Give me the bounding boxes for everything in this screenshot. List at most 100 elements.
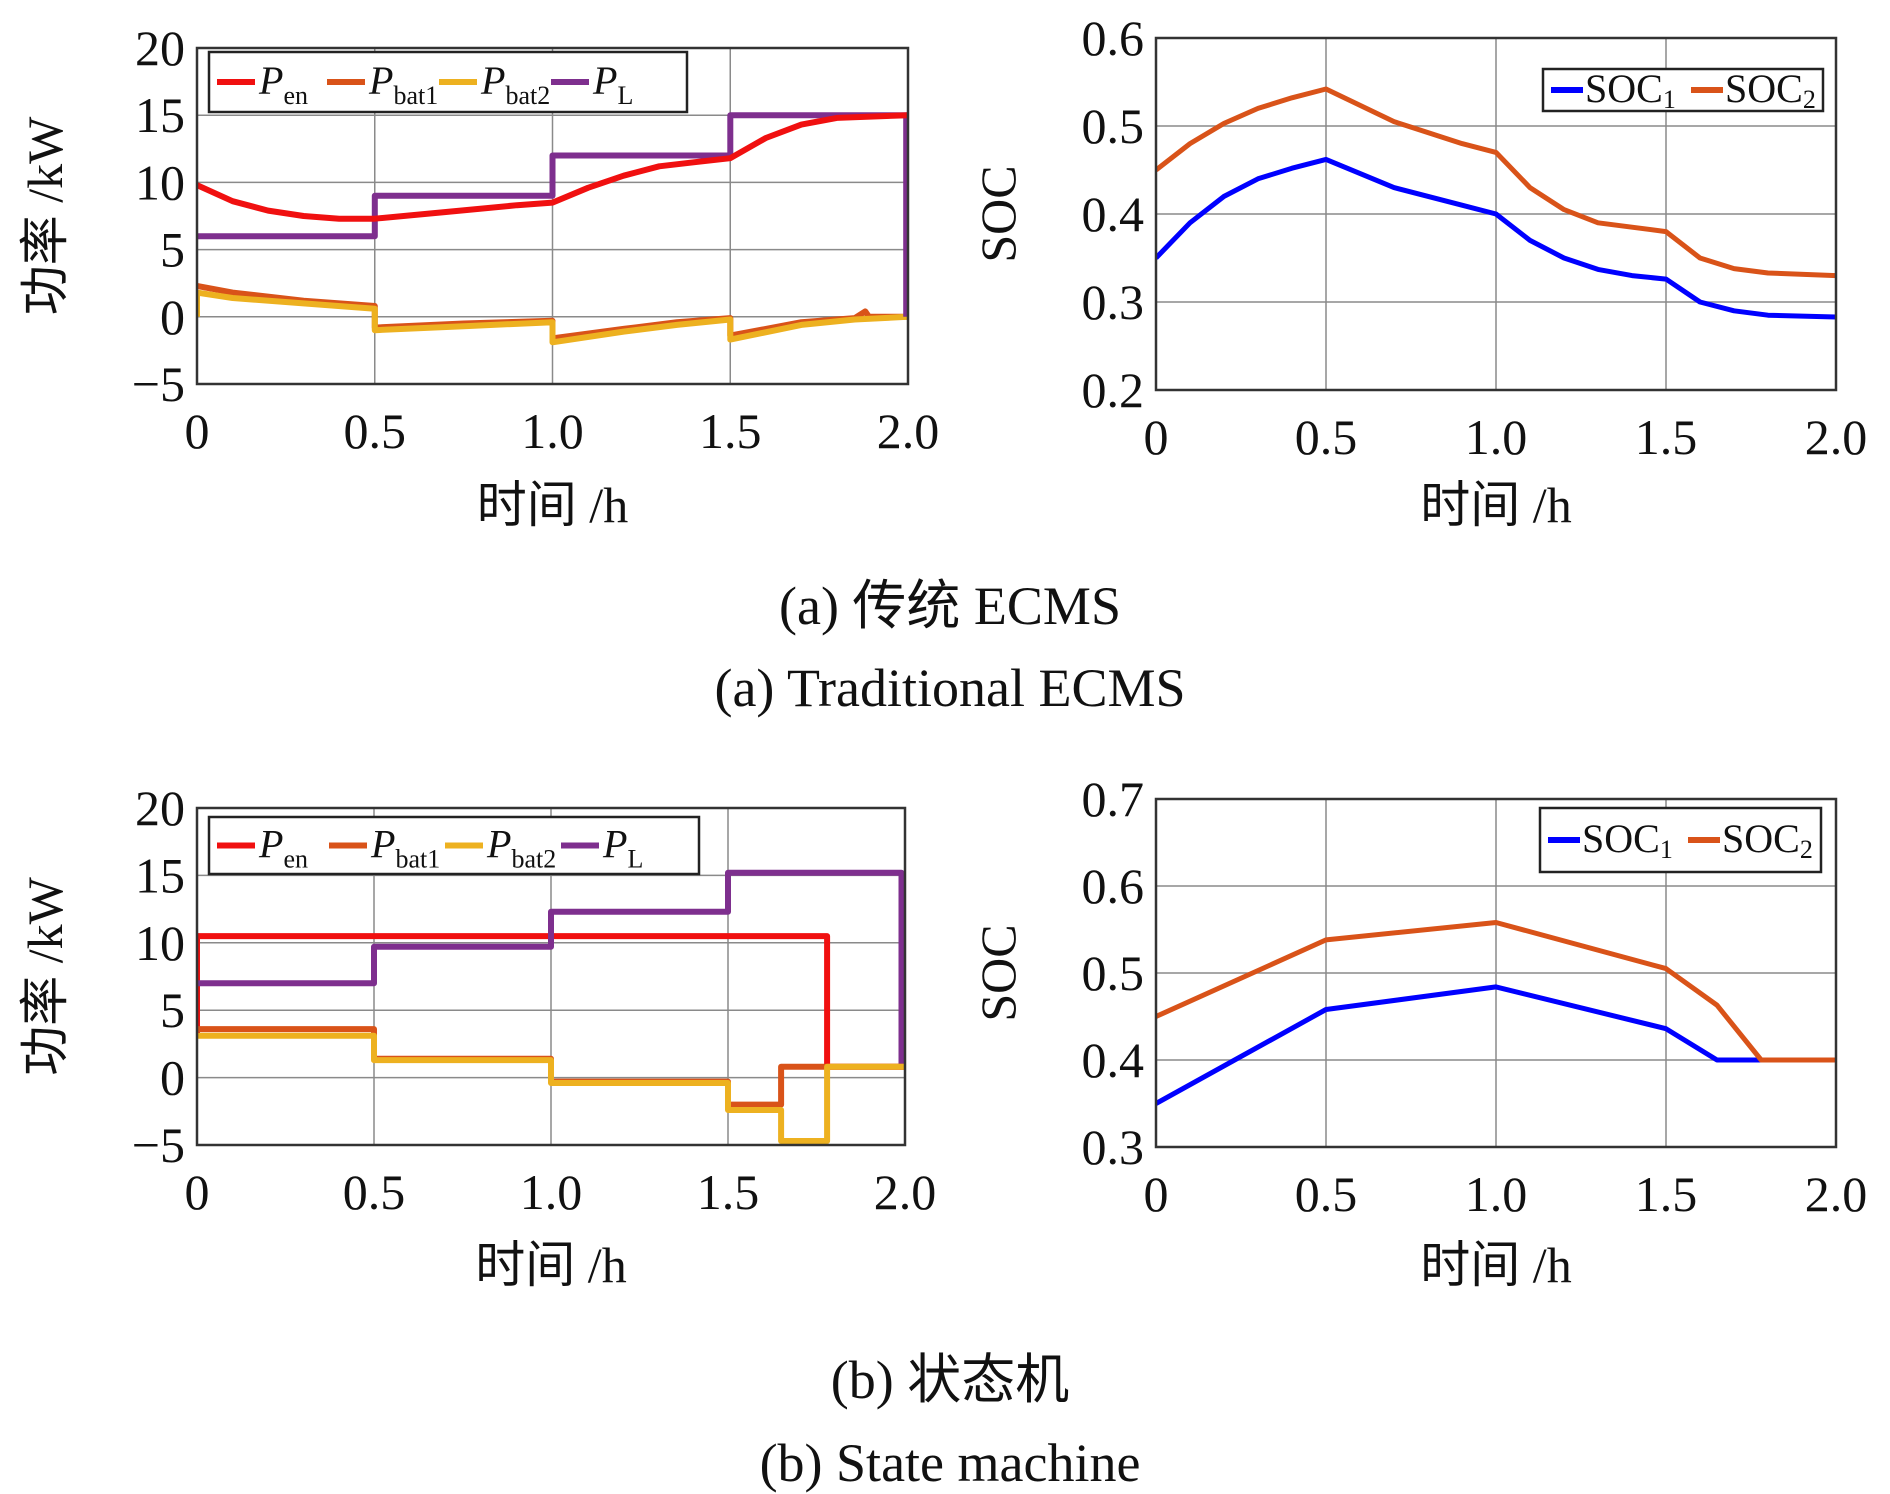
legend-label-main: P: [480, 58, 505, 103]
x-tick-label: 1.5: [699, 403, 762, 459]
y-tick-label: −5: [132, 356, 185, 412]
series-line-SOC2: [1156, 86, 1836, 279]
legend-label-sub: en: [283, 81, 308, 110]
x-tick-label: 0.5: [344, 403, 407, 459]
legend-label: SOC1: [1582, 816, 1673, 864]
y-tick-label: 0.4: [1082, 186, 1145, 242]
x-axis-label: 时间 /h: [1420, 477, 1571, 533]
plot-frame: [195, 806, 907, 1147]
chart-soc_a: 0 0.5 1.0 1.5 2.00.60.50.40.30.2时间 /hSOCSOC1…: [970, 10, 1867, 533]
legend-label-sub: bat2: [505, 81, 550, 110]
legend-label-main: P: [258, 58, 283, 103]
y-tick-label: 0.6: [1082, 858, 1145, 914]
caption-b-en: (b) State machine: [760, 1433, 1141, 1493]
series-line-Pen: [197, 112, 908, 222]
y-tick-label: 10: [135, 154, 185, 210]
legend-box: [1541, 67, 1825, 113]
y-tick-label: 5: [160, 982, 185, 1038]
y-tick-label: 0: [160, 289, 185, 345]
x-tick-label: 2.0: [877, 403, 940, 459]
x-tick-label: 0: [1144, 409, 1169, 465]
legend-label-sub: 2: [1800, 835, 1813, 864]
series-line-Pbat2: [197, 1032, 905, 1144]
legend-label-main: SOC: [1585, 66, 1663, 111]
legend-label-sub: 1: [1660, 835, 1673, 864]
x-tick-label: 2.0: [1805, 1166, 1868, 1222]
y-tick-label: 0.6: [1082, 10, 1145, 66]
caption-b-cn: (b) 状态机: [831, 1350, 1069, 1410]
legend-label-main: P: [368, 58, 393, 103]
legend-label: SOC2: [1722, 816, 1813, 864]
caption-a-cn: (a) 传统 ECMS: [779, 576, 1121, 636]
x-tick-label: 1.5: [1635, 409, 1698, 465]
x-tick-label: 2.0: [1805, 409, 1868, 465]
y-tick-label: 15: [135, 87, 185, 143]
y-tick-label: 0: [160, 1050, 185, 1106]
x-tick-label: 1.0: [1465, 1166, 1528, 1222]
legend-item-SOC2: SOC2: [1688, 816, 1813, 864]
x-tick-label: 0.5: [1295, 409, 1358, 465]
legend-label-main: P: [592, 58, 617, 103]
y-axis-label: 功率 /kW: [17, 876, 73, 1075]
y-axis-label: SOC: [970, 165, 1026, 262]
legend-label: Pen: [258, 822, 308, 874]
y-tick-label: 0.4: [1082, 1032, 1145, 1088]
legend-label: SOC1: [1585, 66, 1676, 114]
chart-soc_b: 0 0.5 1.0 1.5 2.00.70.60.50.40.3时间 /hSOCSOC1…: [970, 771, 1867, 1293]
y-tick-label: 20: [135, 780, 185, 836]
y-tick-label: 0.3: [1082, 1119, 1145, 1175]
legend-item-SOC2: SOC2: [1691, 66, 1816, 114]
legend-item-Pbat2: Pbat2: [439, 58, 550, 110]
legend-item-PL: PL: [561, 822, 643, 874]
y-tick-label: 20: [135, 20, 185, 76]
plot-frame: [1154, 797, 1838, 1149]
legend-label-sub: 1: [1663, 85, 1676, 114]
caption-a-en: (a) Traditional ECMS: [714, 658, 1185, 718]
series-line-SOC2: [1156, 920, 1836, 1063]
legend-item-Pbat2: Pbat2: [445, 822, 556, 874]
legend-item-Pbat1: Pbat1: [329, 822, 440, 874]
plot-frame: [195, 46, 910, 386]
y-tick-label: −5: [132, 1117, 185, 1173]
legend: SOC1 SOC2: [1538, 806, 1823, 874]
y-tick-label: 0.5: [1082, 98, 1145, 154]
legend-label: PL: [592, 58, 633, 110]
y-tick-label: 15: [135, 847, 185, 903]
legend-label-sub: L: [617, 81, 633, 110]
plot-frame: [1154, 36, 1838, 392]
series-line-SOC1: [1156, 156, 1836, 320]
legend-label: Pbat1: [370, 822, 440, 874]
x-tick-label: 0.5: [343, 1164, 406, 1220]
legend-label: Pen: [258, 58, 308, 110]
legend-label-main: SOC: [1725, 66, 1803, 111]
x-tick-label: 1.5: [1635, 1166, 1698, 1222]
legend-label-main: P: [370, 822, 395, 867]
series-line-PL: [197, 869, 905, 1065]
y-tick-label: 0.7: [1082, 771, 1145, 827]
x-tick-label: 0: [185, 1164, 210, 1220]
legend-label-sub: bat2: [511, 845, 556, 874]
y-tick-label: 0.2: [1082, 362, 1145, 418]
legend-label-sub: bat1: [393, 81, 438, 110]
y-tick-label: 0.3: [1082, 274, 1145, 330]
legend: Pen Pbat1 Pbat2 PL: [207, 50, 689, 114]
series-line-SOC1: [1156, 984, 1836, 1106]
legend: Pen Pbat1 Pbat2 PL: [207, 815, 701, 876]
x-axis-label: 时间 /h: [1420, 1237, 1571, 1293]
x-tick-label: 1.0: [1465, 409, 1528, 465]
legend-label-sub: 2: [1803, 85, 1816, 114]
legend-label: Pbat2: [480, 58, 550, 110]
legend-label-main: P: [602, 822, 627, 867]
legend-label-sub: L: [627, 845, 643, 874]
legend-label-main: P: [486, 822, 511, 867]
legend-item-Pen: Pen: [217, 58, 308, 110]
legend-item-PL: PL: [551, 58, 633, 110]
legend-label: PL: [602, 822, 643, 874]
x-axis-label: 时间 /h: [477, 477, 628, 533]
y-axis-label: SOC: [970, 924, 1026, 1021]
x-tick-label: 2.0: [874, 1164, 937, 1220]
legend-item-Pbat1: Pbat1: [327, 58, 438, 110]
legend-label: Pbat1: [368, 58, 438, 110]
